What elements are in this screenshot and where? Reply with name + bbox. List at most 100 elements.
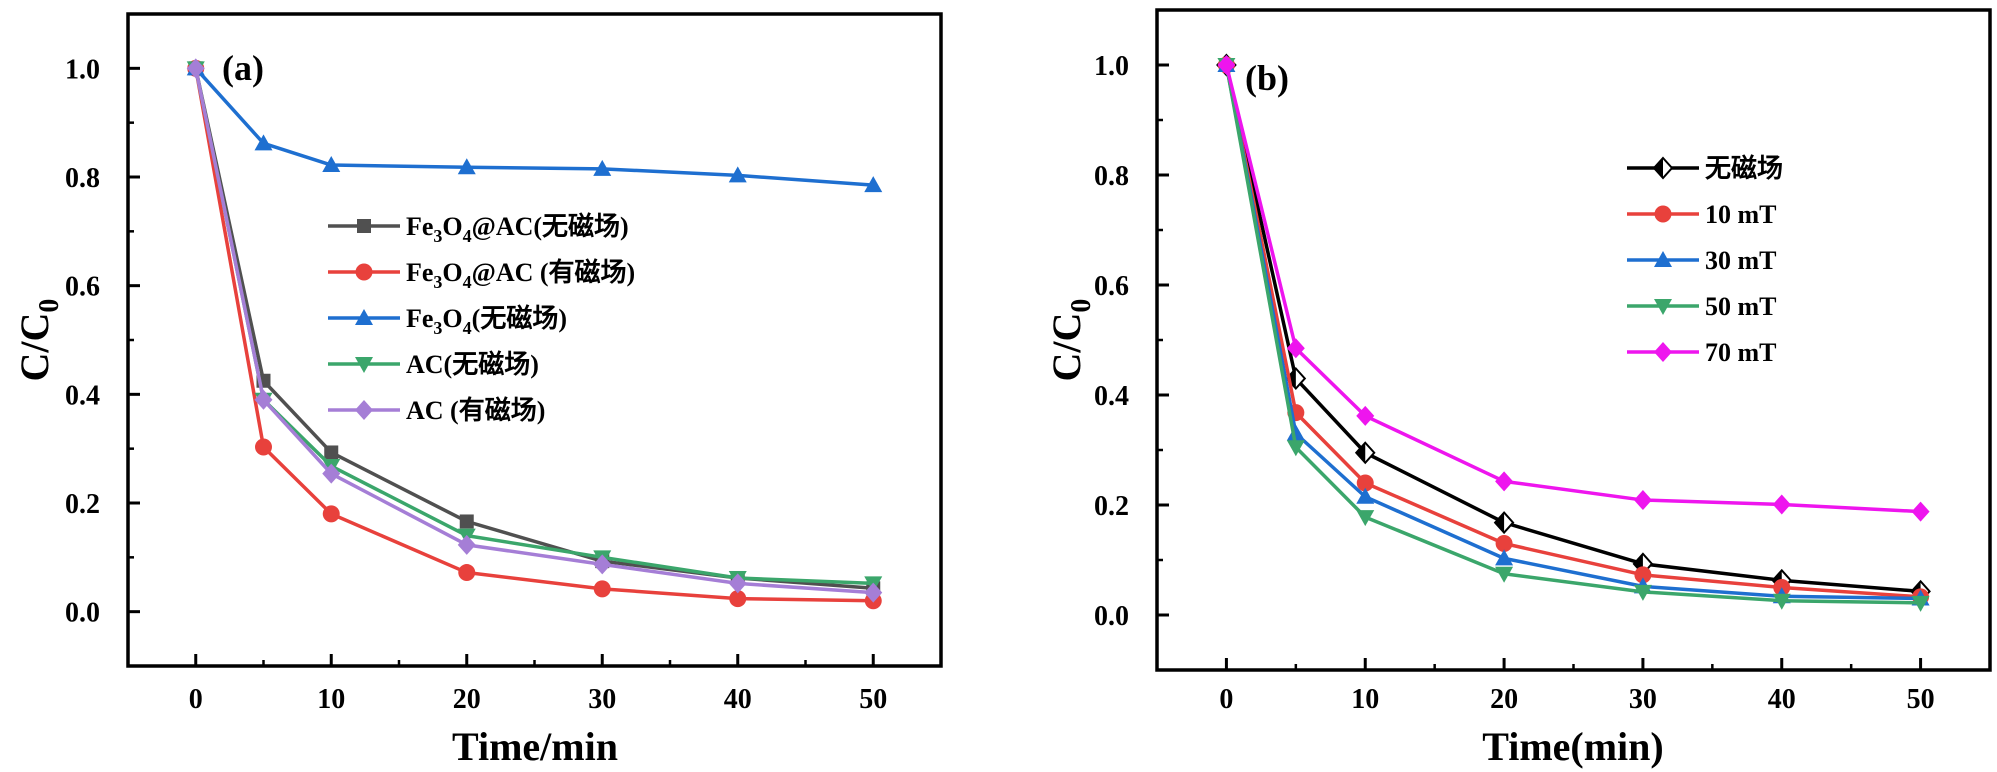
legend-label-part: AC(无磁场) [406, 349, 539, 379]
data-point [1217, 55, 1236, 75]
data-point [322, 505, 340, 523]
legend-item: Fe3O4(无磁场) [328, 303, 567, 338]
y-tick-label: 1.0 [1094, 51, 1129, 82]
legend-label-part: 70 mT [1705, 338, 1777, 367]
series-0 [1216, 53, 1931, 603]
y-tick-label: 0.0 [1094, 601, 1129, 632]
legend-marker [1652, 156, 1674, 180]
legend-label-part: @AC (有磁场) [472, 257, 636, 287]
x-tick-label: 0 [189, 684, 203, 715]
series-line [1224, 64, 1921, 594]
legend-item: AC (有磁场) [328, 395, 545, 425]
x-tick-label: 50 [1907, 684, 1935, 715]
legend: Fe3O4@AC(无磁场)Fe3O4@AC (有磁场)Fe3O4(无磁场)AC(… [328, 211, 635, 425]
data-point [1495, 549, 1514, 566]
legend-marker [355, 357, 373, 373]
legend-label-sub: 4 [463, 226, 472, 246]
legend-label-sub: 3 [433, 272, 442, 292]
series-line [1224, 64, 1921, 605]
series-line [194, 67, 874, 187]
series-line [1224, 64, 1921, 599]
data-point-half [1495, 512, 1505, 533]
legend: 无磁场 10 mT 30 mT 50 mT 70 mT [1627, 153, 1783, 367]
legend-label-part: 50 mT [1705, 292, 1777, 321]
data-point [1493, 511, 1515, 535]
data-point [1911, 501, 1930, 522]
y-axis-label-sub: 0 [1066, 299, 1097, 313]
data-point [1356, 510, 1375, 527]
data-point [1286, 440, 1305, 457]
y-axis-label-main: C/C [12, 313, 57, 382]
legend-label-sub: 4 [463, 272, 472, 292]
data-point [322, 463, 341, 484]
legend-marker [1654, 251, 1672, 267]
series-4 [186, 58, 883, 603]
y-axis-label: C/C0 [12, 299, 65, 382]
data-point [729, 590, 747, 608]
legend-marker [1654, 205, 1672, 223]
legend-label: 50 mT [1705, 292, 1777, 321]
y-tick-label: 0.6 [1094, 271, 1129, 302]
y-tick-label: 0.0 [65, 598, 100, 629]
legend-marker [355, 400, 373, 420]
data-point [186, 58, 205, 79]
legend-label-sub: 4 [463, 318, 472, 338]
data-point [1911, 595, 1930, 612]
x-tick-label: 50 [859, 684, 887, 715]
data-point [458, 564, 476, 582]
x-tick-label: 10 [1351, 684, 1379, 715]
x-axis-label: Time/min [452, 724, 618, 769]
data-point [457, 534, 476, 555]
series-line [1224, 64, 1921, 514]
data-point [1633, 584, 1652, 601]
data-point [1354, 441, 1376, 465]
legend-label-part: (无磁场) [472, 303, 567, 333]
series-1 [187, 59, 882, 610]
data-point [1286, 424, 1305, 441]
x-tick-label: 20 [1490, 684, 1518, 715]
x-tick-label: 30 [588, 684, 616, 715]
y-tick-label: 0.2 [1094, 491, 1129, 522]
y-axis-label-main: C/C [1044, 313, 1089, 382]
legend-label: AC(无磁场) [406, 349, 539, 379]
legend-label-part: O [442, 258, 462, 287]
series-line [194, 68, 874, 603]
legend-item: AC(无磁场) [328, 349, 539, 379]
y-tick-label: 0.2 [65, 489, 100, 520]
data-point [1495, 535, 1513, 552]
data-point [1772, 593, 1791, 610]
legend-marker [355, 309, 373, 325]
x-tick-label: 40 [724, 684, 752, 715]
panel-label: (b) [1245, 58, 1289, 98]
data-point [1356, 405, 1375, 426]
legend-item: Fe3O4@AC (有磁场) [328, 257, 635, 292]
legend-item: 无磁场 [1627, 153, 1783, 183]
y-axis-label-sub: 0 [34, 299, 65, 313]
data-point [864, 176, 883, 193]
data-point [1495, 566, 1514, 583]
legend-label: Fe3O4(无磁场) [406, 303, 567, 338]
x-tick-label: 0 [1219, 684, 1233, 715]
data-point [324, 445, 339, 460]
legend-label-sub: 3 [433, 318, 442, 338]
legend-marker [1654, 342, 1672, 362]
x-axis-label: Time(min) [1482, 724, 1663, 769]
x-tick-label: 30 [1629, 684, 1657, 715]
legend-marker [357, 219, 371, 233]
panel-label: (a) [222, 48, 264, 88]
legend-label-part: 30 mT [1705, 246, 1777, 275]
legend-label-part: @AC(无磁场) [472, 211, 629, 241]
series-4 [1217, 55, 1930, 522]
legend-item: 30 mT [1627, 246, 1777, 275]
data-point [728, 573, 747, 594]
series-2 [186, 59, 883, 193]
legend-marker [1654, 299, 1672, 315]
data-point [254, 134, 273, 151]
y-tick-label: 1.0 [65, 54, 100, 85]
data-point [1495, 471, 1514, 492]
data-point [459, 514, 474, 529]
data-point-half [1286, 368, 1296, 389]
legend-item: 70 mT [1627, 338, 1777, 367]
data-point [254, 389, 273, 410]
